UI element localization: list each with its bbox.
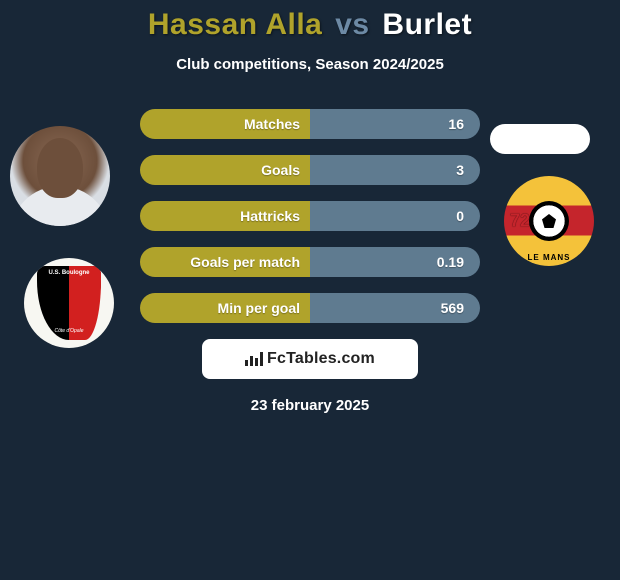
stat-row: Hattricks0 <box>140 201 480 231</box>
stat-label: Hattricks <box>140 201 310 231</box>
comparison-card: Hassan Alla vs Burlet Club competitions,… <box>0 0 620 580</box>
brand-label: FcTables.com <box>267 350 375 368</box>
stat-label: Matches <box>140 109 310 139</box>
stat-label: Goals per match <box>140 247 310 277</box>
bar-chart-icon <box>245 352 263 366</box>
page-title: Hassan Alla vs Burlet <box>0 8 620 42</box>
stat-row: Goals per match0.19 <box>140 247 480 277</box>
generated-date: 23 february 2025 <box>0 397 620 414</box>
stat-row: Goals3 <box>140 155 480 185</box>
title-vs: vs <box>335 8 369 41</box>
subtitle: Club competitions, Season 2024/2025 <box>0 56 620 73</box>
stat-value: 3 <box>310 155 480 185</box>
stat-row: Min per goal569 <box>140 293 480 323</box>
title-player2: Burlet <box>382 8 472 41</box>
stats-block: Matches16Goals3Hattricks0Goals per match… <box>0 109 620 323</box>
stat-value: 0 <box>310 201 480 231</box>
brand-badge[interactable]: FcTables.com <box>202 339 418 379</box>
stat-value: 569 <box>310 293 480 323</box>
badge-left-text-bottom: Côte d'Opale <box>37 328 101 334</box>
stat-value: 16 <box>310 109 480 139</box>
stat-value: 0.19 <box>310 247 480 277</box>
stat-row: Matches16 <box>140 109 480 139</box>
title-player1: Hassan Alla <box>148 8 322 41</box>
stat-label: Goals <box>140 155 310 185</box>
stat-label: Min per goal <box>140 293 310 323</box>
